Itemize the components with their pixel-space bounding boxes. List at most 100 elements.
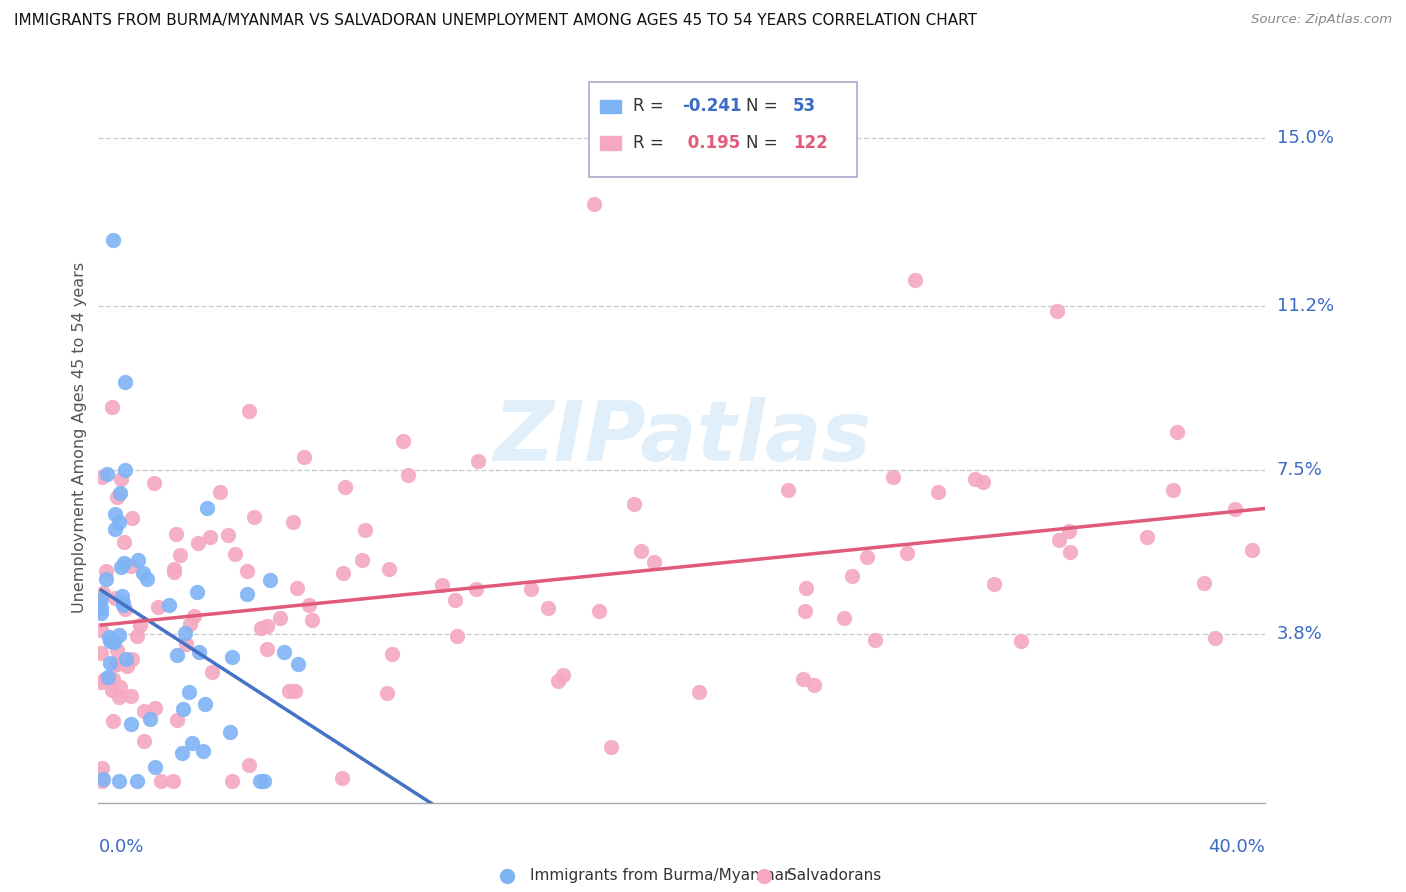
Point [120,690,142,704]
Point [114,375,136,389]
Point [224,547,246,561]
Point [90,646,112,660]
Point [794,581,817,595]
Point [104,522,127,536]
Point [1059,544,1081,558]
FancyBboxPatch shape [600,100,621,113]
Point [98,656,121,670]
Point [259,573,281,587]
Point [163,566,186,580]
Point [110,560,132,574]
Point [841,569,863,583]
Point [166,713,188,727]
Point [249,773,271,788]
Point [1225,502,1247,516]
Point [105,642,128,657]
Point [464,582,486,596]
Point [547,673,569,688]
Point [292,450,315,464]
Point [195,500,218,515]
Point [1241,543,1264,558]
Point [1166,425,1188,439]
Point [856,550,879,565]
Point [103,634,125,648]
Point [354,523,377,537]
Point [467,454,489,468]
Y-axis label: Unemployment Among Ages 45 to 54 years: Unemployment Among Ages 45 to 54 years [72,261,87,613]
Point [283,516,305,530]
Point [792,673,814,687]
Text: 122: 122 [793,134,828,152]
Point [98,630,121,644]
Point [179,616,201,631]
Point [127,553,149,567]
Point [221,773,243,788]
Text: -0.241: -0.241 [682,97,741,115]
Point [143,701,166,715]
Point [108,515,131,529]
Point [108,628,131,642]
Point [896,546,918,560]
Point [209,485,232,500]
Point [110,485,132,500]
Point [107,773,129,788]
Point [972,475,994,489]
Point [378,562,401,576]
Point [446,629,468,643]
Text: Source: ZipAtlas.com: Source: ZipAtlas.com [1251,13,1392,27]
Point [188,645,211,659]
Point [430,578,453,592]
Point [90,675,112,690]
Point [145,759,167,773]
Point [256,619,278,633]
Point [90,606,112,620]
Point [162,773,184,788]
Text: 15.0%: 15.0% [1277,128,1333,147]
Point [186,585,208,599]
Point [105,657,128,671]
Point [1194,576,1216,591]
Point [352,553,374,567]
Point [1136,530,1159,544]
Point [193,744,215,758]
Point [165,526,187,541]
Point [927,484,949,499]
Point [110,472,132,486]
Text: IMMIGRANTS FROM BURMA/MYANMAR VS SALVADORAN UNEMPLOYMENT AMONG AGES 45 TO 54 YEA: IMMIGRANTS FROM BURMA/MYANMAR VS SALVADO… [14,13,977,29]
Text: ZIPatlas: ZIPatlas [494,397,870,477]
Point [236,587,259,601]
Point [243,509,266,524]
Point [278,683,301,698]
Point [100,682,122,697]
Point [284,684,307,698]
Point [146,599,169,614]
Text: 3.8%: 3.8% [1277,625,1322,643]
Point [217,528,239,542]
Point [882,470,904,484]
Point [537,601,560,615]
Point [150,773,173,788]
Point [803,678,825,692]
Point [108,690,131,704]
Point [174,637,197,651]
Point [250,621,273,635]
Point [396,467,419,482]
Point [863,632,886,647]
Text: 11.2%: 11.2% [1277,297,1334,315]
Point [832,611,855,625]
Point [90,592,112,607]
Point [285,582,308,596]
Point [115,652,138,666]
Point [101,672,124,686]
Point [90,773,112,788]
Point [904,273,927,287]
Point [1047,533,1070,548]
Point [115,659,138,673]
Point [112,534,135,549]
Text: N =: N = [747,97,783,115]
Point [93,772,115,786]
Point [1161,483,1184,498]
Text: 7.5%: 7.5% [1277,461,1323,479]
Point [91,761,114,775]
Point [287,657,309,672]
